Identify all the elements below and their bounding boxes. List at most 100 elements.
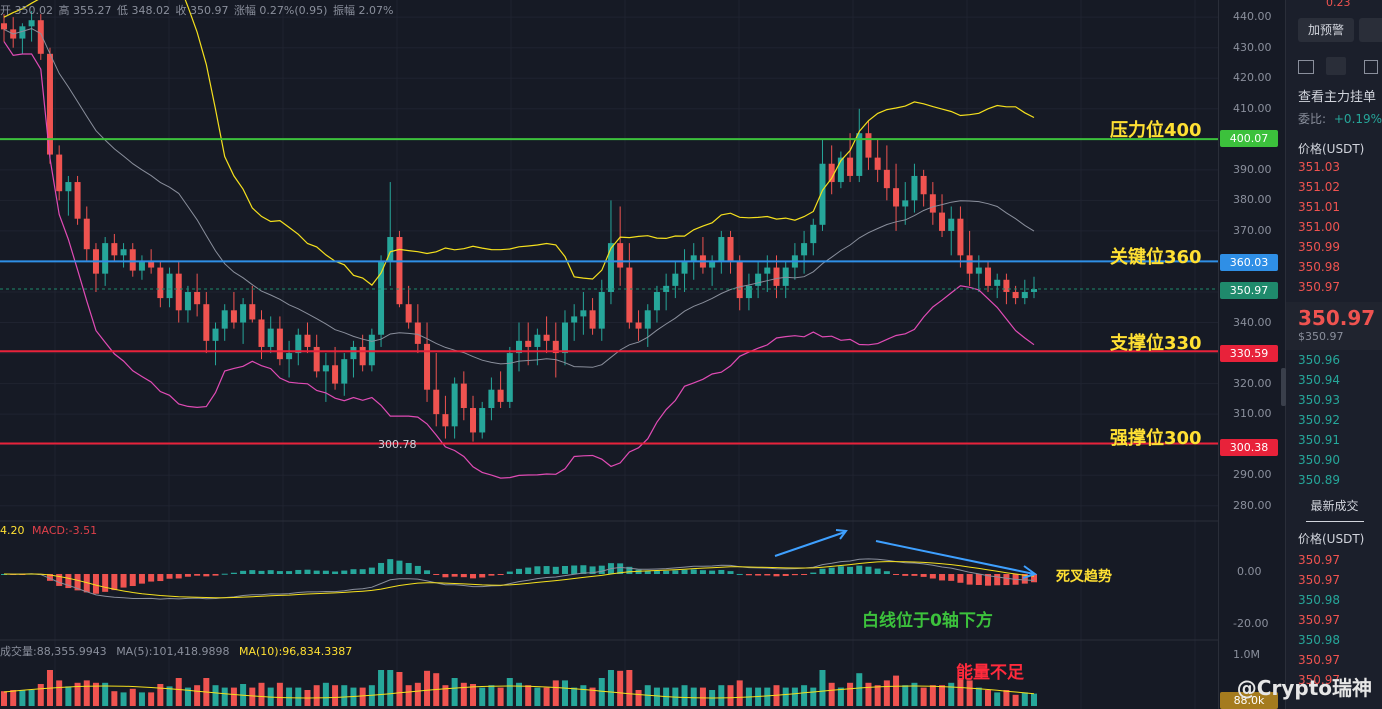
volume-bar [782,687,789,706]
macd-bar [470,574,477,579]
orderbook-view-toggles[interactable] [1298,57,1378,76]
chart-area[interactable]: 开 350.02 高 355.27 低 348.02 收 350.97 涨幅 0… [0,0,1218,709]
candle-body [819,163,826,225]
macd-bar [525,567,532,574]
macd-bar [102,574,109,592]
death-cross-annotation: 死叉趋势 [1056,569,1112,585]
support-price-tag: 330.59 [1220,345,1278,362]
view-buy-icon[interactable] [1326,57,1346,75]
candle-body [929,194,936,213]
candle-body [396,237,403,305]
macd-bar [129,574,136,587]
volume-bar [414,682,421,706]
macd-bar [727,571,734,574]
candle-body [276,328,283,360]
volume-bar [442,685,449,706]
candle-body [19,26,26,39]
candle-body [111,243,118,256]
candle-body [212,328,219,341]
volume-bar [175,678,182,706]
volume-bar [230,687,237,706]
bid-row: 350.94 [1298,373,1340,387]
trade-row: 350.98 [1298,633,1340,647]
volume-bar [939,685,946,706]
volume-bar [534,687,541,706]
macd-bar [442,574,449,578]
volume-bar [920,687,927,706]
macd-bar [534,566,541,574]
ohlc-3: 收 350.97 [175,4,232,17]
candle-body [911,175,918,201]
trades-title[interactable]: 最新成交 [1310,499,1359,513]
volume-bar [561,680,568,706]
macd-bar [819,568,826,574]
volume-bar [405,685,412,706]
volume-bar [74,682,81,706]
candle-body [267,328,274,347]
candle-body [865,133,872,158]
volume-bar [718,685,725,706]
volume-axis-top: 1.0M [1233,648,1260,661]
volume-bar [819,670,826,706]
candle-body [322,365,329,372]
panel-resize-handle[interactable] [1281,368,1286,406]
macd-axis-neg20: -20.00 [1233,617,1269,630]
macd-bar [74,574,81,591]
macd-bar [589,566,596,574]
macd-bar [718,569,725,574]
macd-bar [322,570,329,574]
candle-body [433,389,440,415]
macd-bar [929,574,936,579]
volume-bar [359,687,366,706]
macd-bar [497,574,504,575]
view-main-orders-link[interactable]: 查看主力挂单 [1298,90,1377,105]
macd-bar [653,570,660,574]
candle-body [230,310,237,323]
candle-body [893,188,900,207]
bid-row: 350.96 [1298,353,1340,367]
bid-row: 350.89 [1298,473,1340,487]
alert-menu-button[interactable] [1359,18,1382,42]
add-alert-button[interactable]: 加预警 [1298,18,1354,42]
volume-bar [1012,694,1019,706]
macd-bar [948,574,955,581]
candle-body [157,267,164,299]
trade-row: 350.97 [1298,613,1340,627]
volume-bar [948,682,955,706]
macd-bar [516,568,522,574]
macd-bar [120,574,127,588]
macd-down-arrowhead [1022,565,1038,579]
price-tick: 430.00 [1233,40,1272,54]
volume-bar [506,678,513,706]
key-price-tag: 360.03 [1220,254,1278,271]
volume-bar [470,684,477,706]
candle-body [1021,291,1028,299]
price-tick: 340.00 [1233,315,1272,329]
candle-body [635,322,642,329]
volume-bar [617,670,624,706]
price-tick: 410.00 [1233,101,1272,115]
volume-bar [378,670,385,706]
ask-row: 350.97 [1298,280,1340,294]
volume-ma-line [3,685,1035,699]
candle-body [837,157,844,183]
macd-value: MACD:-3.51 [32,524,98,537]
volume-bar [138,692,145,706]
candle-body [534,334,541,347]
macd-bar [479,574,486,578]
ask-row: 351.02 [1298,180,1340,194]
ask-row: 350.99 [1298,240,1340,254]
candle-body [83,218,90,250]
macd-bar [847,566,854,574]
macd-axis-zero: 0.00 [1237,565,1262,578]
candle-body [525,340,532,347]
candle-body [387,237,394,262]
candlestick-chart[interactable] [0,0,1218,709]
view-both-icon[interactable] [1298,60,1314,74]
volume-bar [681,685,688,706]
volume-bar [396,672,403,706]
macd-bar [488,574,495,576]
candle-body [718,237,725,262]
view-sell-icon[interactable] [1364,60,1378,74]
volume-bar [966,680,973,706]
